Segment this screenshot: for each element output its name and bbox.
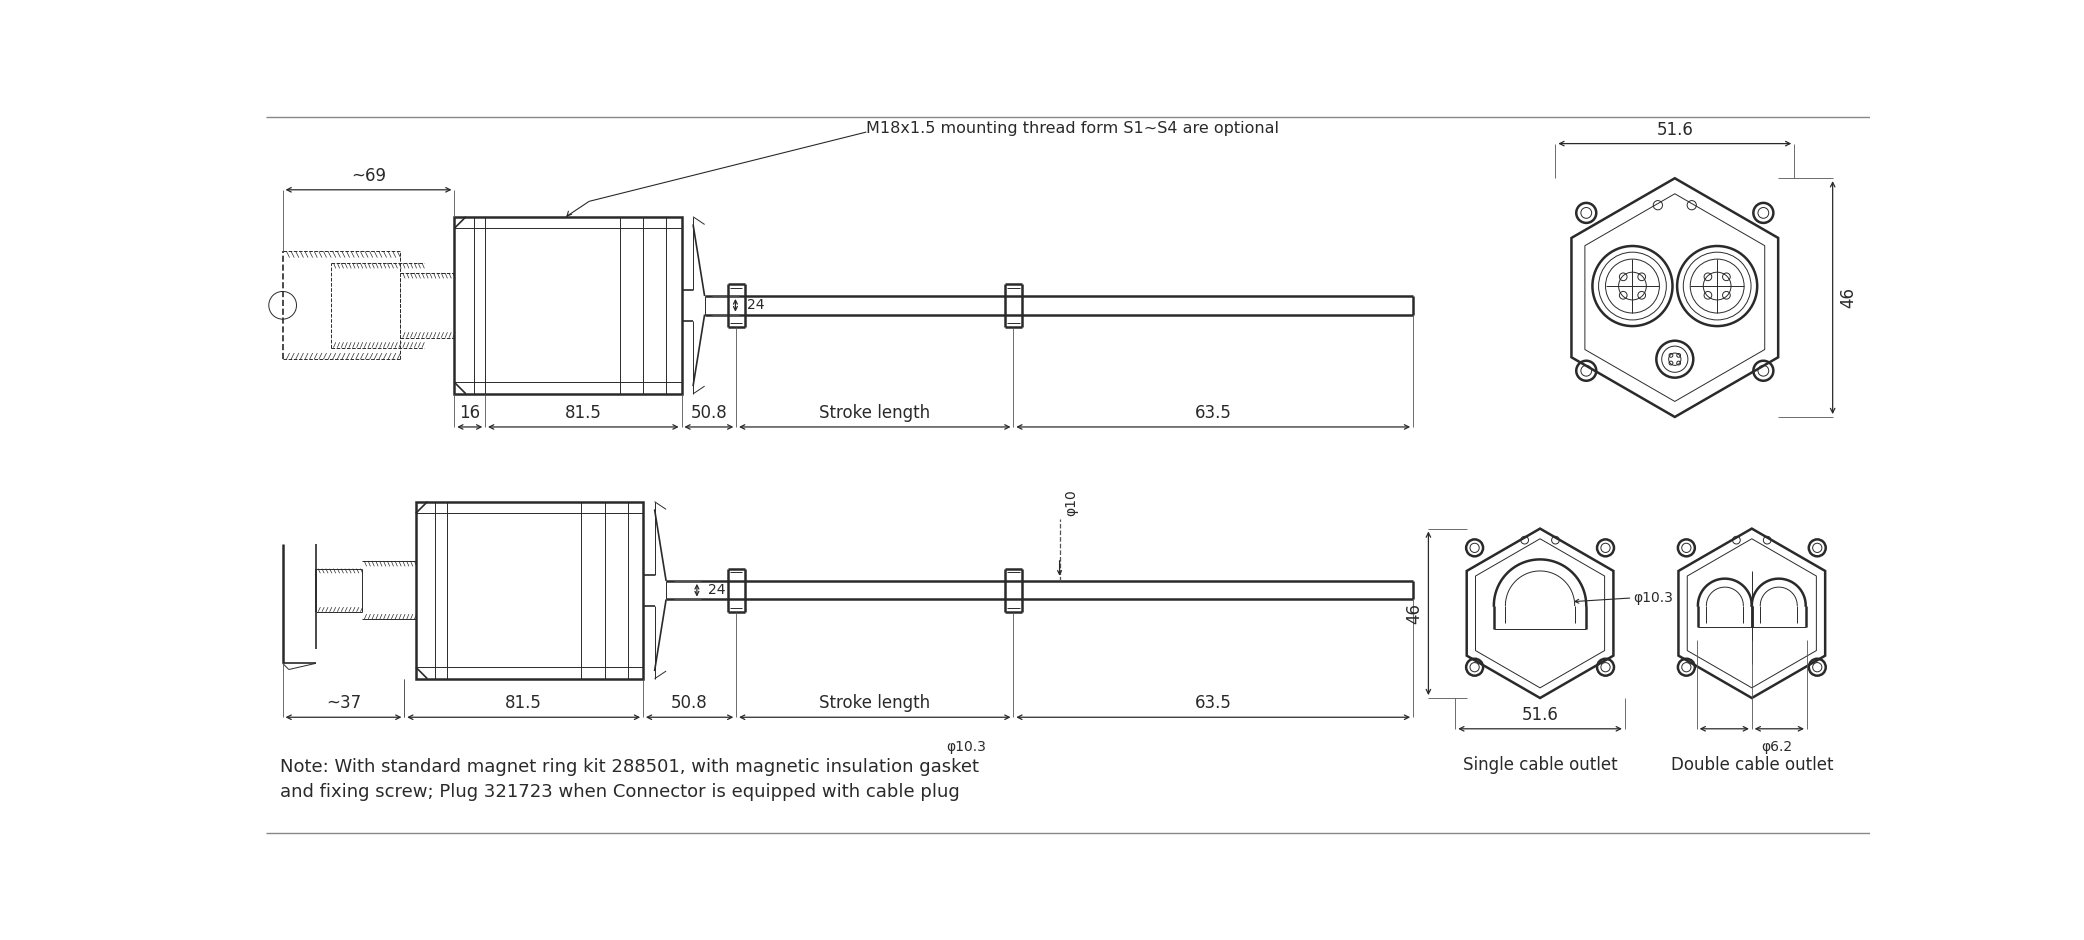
Text: 46: 46 bbox=[1838, 287, 1857, 308]
Text: 24: 24 bbox=[709, 583, 725, 597]
Text: φ10.3: φ10.3 bbox=[946, 741, 986, 754]
Bar bbox=[417, 502, 644, 679]
Text: 63.5: 63.5 bbox=[1194, 404, 1232, 422]
Text: 51.6: 51.6 bbox=[1521, 706, 1559, 724]
Text: 50.8: 50.8 bbox=[671, 695, 709, 713]
Text: ~69: ~69 bbox=[350, 167, 386, 185]
Text: 50.8: 50.8 bbox=[690, 404, 727, 422]
Text: Single cable outlet: Single cable outlet bbox=[1463, 756, 1617, 774]
Text: Note: With standard magnet ring kit 288501, with magnetic insulation gasket: Note: With standard magnet ring kit 2885… bbox=[279, 759, 979, 776]
Text: 51.6: 51.6 bbox=[1657, 120, 1692, 139]
Text: φ6.2: φ6.2 bbox=[1761, 741, 1792, 754]
Text: Stroke length: Stroke length bbox=[819, 695, 929, 713]
Text: Stroke length: Stroke length bbox=[819, 404, 929, 422]
Bar bbox=[454, 217, 681, 394]
Text: Double cable outlet: Double cable outlet bbox=[1671, 756, 1834, 774]
Text: φ10.3: φ10.3 bbox=[1634, 591, 1673, 605]
Text: ~37: ~37 bbox=[325, 695, 361, 713]
Text: 16: 16 bbox=[458, 404, 479, 422]
Text: M18x1.5 mounting thread form S1~S4 are optional: M18x1.5 mounting thread form S1~S4 are o… bbox=[867, 120, 1280, 135]
Text: φ10: φ10 bbox=[1065, 489, 1077, 515]
Text: 81.5: 81.5 bbox=[565, 404, 602, 422]
Text: 63.5: 63.5 bbox=[1194, 695, 1232, 713]
Text: 46: 46 bbox=[1405, 603, 1423, 624]
Text: 81.5: 81.5 bbox=[504, 695, 542, 713]
Text: and fixing screw; Plug 321723 when Connector is equipped with cable plug: and fixing screw; Plug 321723 when Conne… bbox=[279, 783, 959, 801]
Text: 24: 24 bbox=[746, 298, 765, 312]
